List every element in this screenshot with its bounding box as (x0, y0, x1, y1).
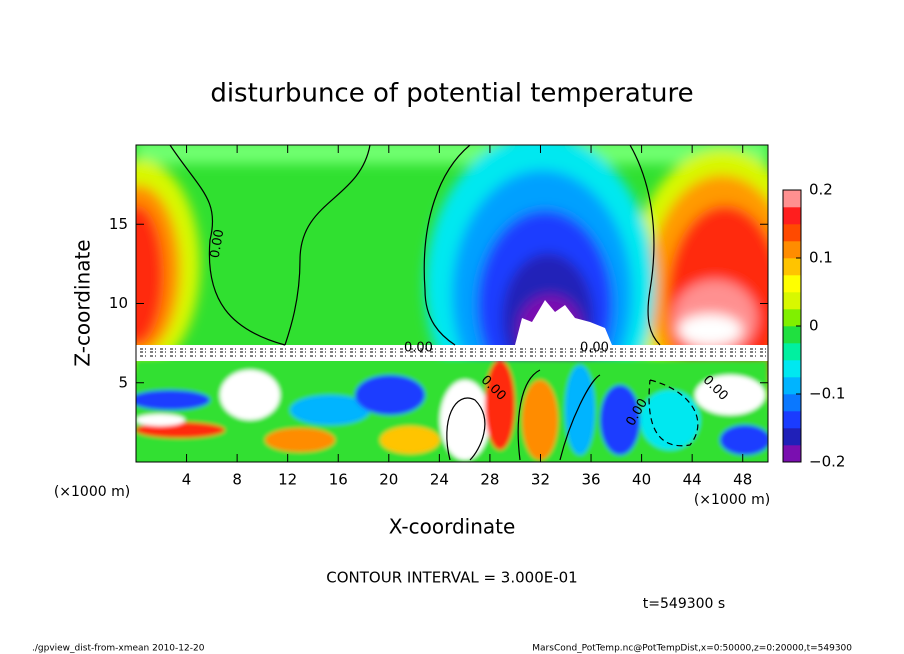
x-tick-label: 24 (430, 471, 449, 489)
y-tick-label: 5 (118, 373, 128, 391)
colorbar-segment (783, 445, 801, 463)
colorbar-segment (783, 258, 801, 276)
colorbar-segment (783, 394, 801, 412)
contour-label: 0.00 (580, 341, 609, 356)
colorbar-segment (783, 275, 801, 293)
colorbar-segment (783, 343, 801, 361)
x-unit-label: (×1000 m) (694, 492, 770, 508)
colorbar-segment (783, 428, 801, 446)
x-tick-label: 36 (581, 471, 600, 489)
y-tick-label: 10 (109, 294, 128, 312)
time-label: t=549300 s (643, 596, 725, 612)
x-tick-label: 4 (182, 471, 192, 489)
colorbar-tick-label: −0.1 (809, 385, 845, 403)
colorbar-segment (783, 241, 801, 259)
colorbar-tick-label: −0.2 (809, 453, 845, 471)
y-tick-label: 15 (109, 215, 128, 233)
contour-label: 0.00 (404, 341, 433, 356)
colorbar-segment (783, 224, 801, 242)
colorbar-tick-label: 0.1 (809, 249, 833, 267)
field (136, 145, 768, 462)
y-axis-label: Z-coordinate (71, 239, 95, 366)
x-unit-label: (×1000 m) (54, 484, 130, 500)
footer-right: MarsCond_PotTemp.nc@PotTempDist,x=0:5000… (532, 644, 852, 654)
contour-interval: CONTOUR INTERVAL = 3.000E-01 (326, 569, 577, 587)
chart-title: disturbunce of potential temperature (210, 79, 693, 109)
x-tick-label: 16 (329, 471, 348, 489)
colorbar-segment (783, 411, 801, 429)
colorbar-segment (783, 377, 801, 395)
x-tick-label: 12 (278, 471, 297, 489)
colorbar-segment (783, 360, 801, 378)
x-tick-label: 8 (232, 471, 242, 489)
colorbar-tick-label: 0.2 (809, 181, 833, 199)
colorbar-tick-label: 0 (809, 317, 819, 335)
x-tick-label: 40 (632, 471, 651, 489)
colorbar-segment (783, 207, 801, 225)
x-tick-label: 44 (683, 471, 702, 489)
colorbar-segment (783, 292, 801, 310)
colorbar-segment (783, 309, 801, 327)
x-tick-label: 48 (733, 471, 752, 489)
contour-label: 0.00 (208, 228, 228, 259)
x-tick-label: 20 (379, 471, 398, 489)
colorbar-segment (783, 190, 801, 208)
x-tick-label: 32 (531, 471, 550, 489)
x-axis-label: X-coordinate (389, 515, 516, 539)
footer-left: ./gpview_dist-from-xmean 2010-12-20 (32, 644, 205, 654)
colorbar-segment (783, 326, 801, 344)
x-tick-label: 28 (480, 471, 499, 489)
